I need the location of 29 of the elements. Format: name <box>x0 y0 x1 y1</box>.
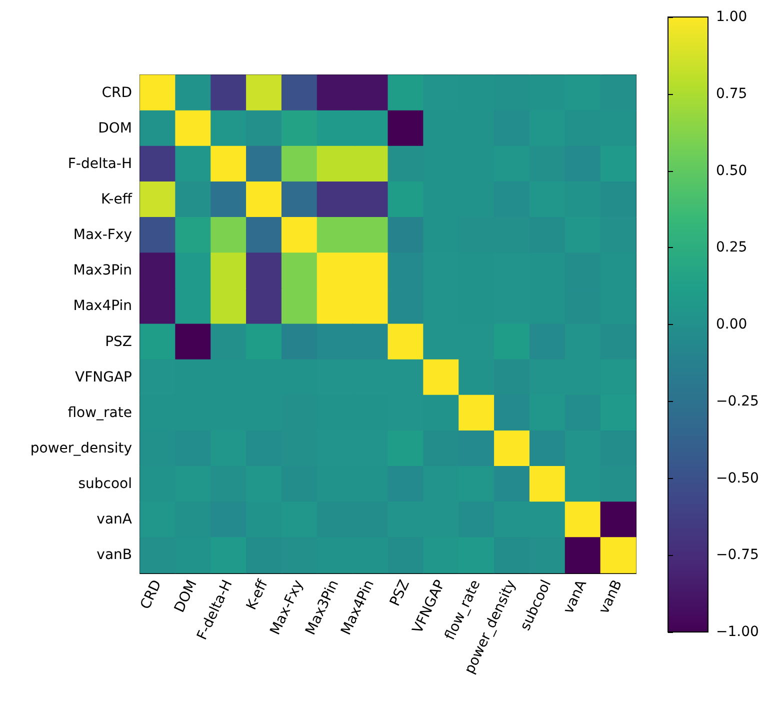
y-tick-label: subcool <box>78 476 132 492</box>
x-tick-label: DOM <box>172 578 200 616</box>
x-tick-label: vanA <box>560 577 590 616</box>
x-tick-label: CRD <box>138 578 165 612</box>
color-bar-label: −0.25 <box>716 393 759 410</box>
y-tick-label: power_density <box>30 440 132 456</box>
y-tick-label: Max4Pin <box>73 298 132 314</box>
y-tick-label: vanA <box>96 512 132 528</box>
x-tick-label: K-eff <box>244 577 272 612</box>
y-tick-label: F-delta-H <box>68 156 132 172</box>
color-bar-label: 0.00 <box>716 316 748 332</box>
color-bar-label: 1.00 <box>716 9 748 25</box>
color-bar-label: 0.75 <box>716 86 748 102</box>
y-tick-label: VFNGAP <box>75 369 132 386</box>
x-tick-label: vanB <box>596 578 626 616</box>
y-tick-label: vanB <box>96 547 132 564</box>
y-tick-label: K-eff <box>100 192 132 208</box>
color-bar-label: 0.50 <box>716 162 748 179</box>
color-bar-label: −0.50 <box>716 470 759 486</box>
y-tick-label: flow_rate <box>68 404 132 421</box>
color-bar-label: −0.75 <box>716 547 759 564</box>
color-bar-label: 0.25 <box>716 240 748 256</box>
y-tick-label: Max-Fxy <box>73 227 132 244</box>
y-tick-label: CRD <box>102 84 132 101</box>
y-tick-label: PSZ <box>105 334 132 350</box>
color-bar-label: −1.00 <box>716 624 759 640</box>
y-tick-label: Max3Pin <box>73 262 132 279</box>
y-tick-label: DOM <box>98 120 132 136</box>
x-tick-label: PSZ <box>387 578 413 609</box>
